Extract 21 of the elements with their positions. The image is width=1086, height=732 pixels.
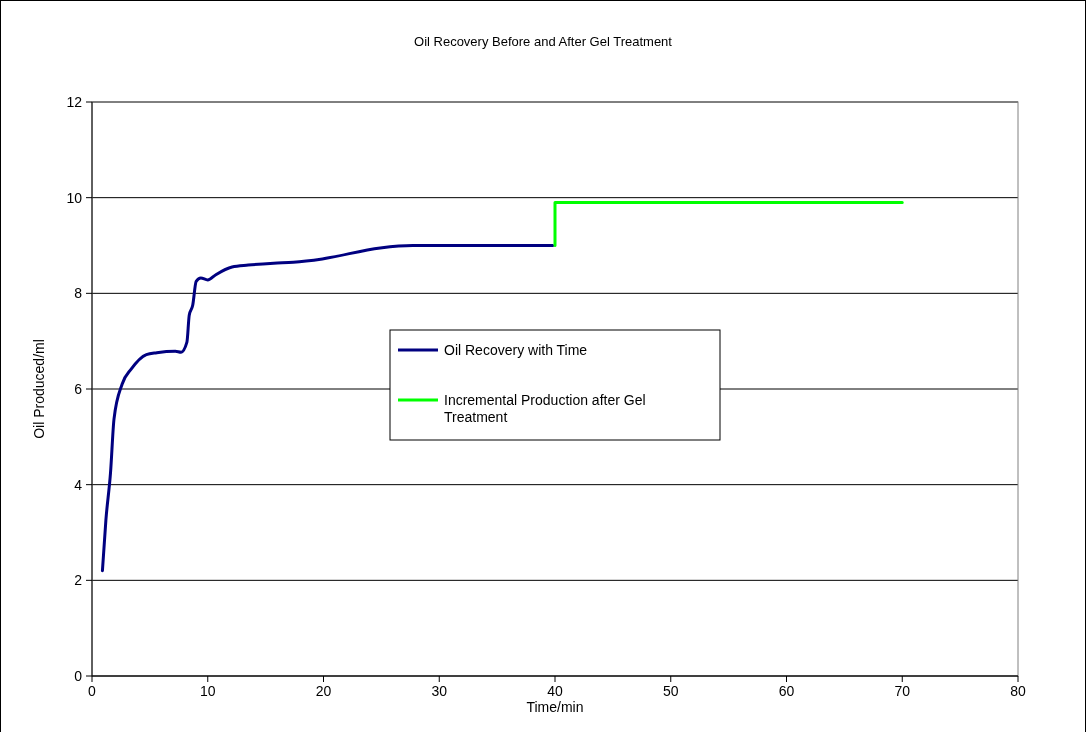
y-tick-label: 4	[74, 476, 83, 493]
x-tick-label: 0	[88, 683, 97, 699]
x-tick-label: 20	[315, 683, 332, 699]
x-tick-label: 50	[662, 683, 679, 699]
y-tick-label: 8	[74, 285, 83, 302]
y-tick-label: 0	[74, 667, 83, 684]
chart-title: Oil Recovery Before and After Gel Treatment	[414, 34, 673, 49]
y-tick-label: 10	[66, 189, 83, 206]
y-tick-label: 2	[74, 572, 83, 589]
x-tick-label: 70	[894, 683, 911, 699]
legend-label: Oil Recovery with Time	[444, 341, 588, 358]
x-tick-label: 80	[1010, 683, 1026, 699]
x-tick-label: 60	[778, 683, 795, 699]
y-tick-label: 12	[66, 93, 83, 110]
legend-label: Incremental Production after Gel Treatment	[444, 391, 646, 425]
y-axis-title: Oil Produced/ml	[31, 339, 47, 439]
x-tick-label: 30	[431, 683, 448, 699]
x-tick-label: 40	[547, 683, 563, 699]
x-axis-title: Time/min	[526, 699, 584, 715]
y-tick-label: 6	[74, 380, 83, 397]
x-tick-label: 10	[199, 683, 216, 699]
